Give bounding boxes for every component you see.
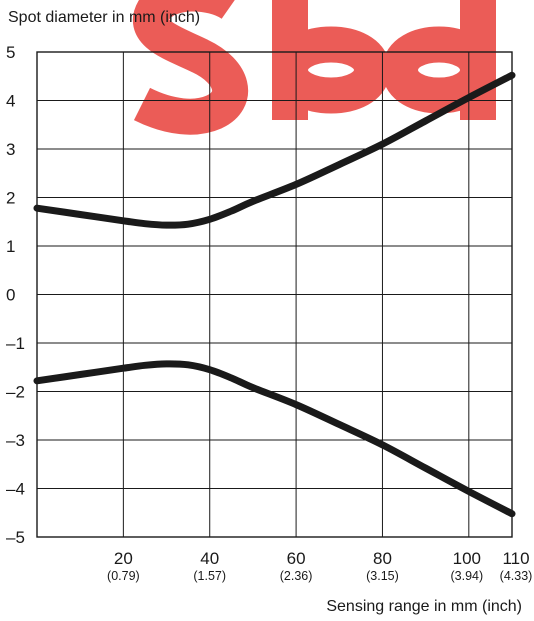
plot-frame [36,51,513,538]
y-tick-label: 3 [6,140,15,159]
grid [37,52,512,537]
y-tick-label: 2 [6,189,15,208]
y-tick-label: 1 [6,237,15,256]
y-axis-title: Spot diameter in mm (inch) [8,9,200,26]
x-tick-label: 60 [287,549,306,568]
y-tick-label: –1 [6,334,25,353]
series-line-lower [33,360,516,518]
y-tick-label: 4 [6,92,15,111]
x-tick-sublabel: (3.15) [366,569,399,583]
x-tick-sublabel: (2.36) [280,569,313,583]
x-tick-label: 20 [114,549,133,568]
x-tick-sublabel: (4.33) [500,569,533,583]
watermark-letter-p [272,0,391,120]
x-axis-title: Sensing range in mm (inch) [326,598,522,615]
y-tick-label: 0 [6,286,15,305]
x-tick-sublabel: (1.57) [193,569,226,583]
watermark-logo [133,0,496,135]
watermark-letter-s [133,0,249,135]
x-tick-label: 80 [373,549,392,568]
y-tick-label: –4 [6,480,25,499]
x-tick-labels: 20(0.79) 40(1.57) 60(2.36) 80(3.15) 100(3.94… [107,549,532,583]
y-tick-label: –2 [6,383,25,402]
x-tick-label: 100 [453,549,481,568]
x-tick-label: 110 [502,549,529,568]
y-tick-label: –3 [6,431,25,450]
x-tick-sublabel: (0.79) [107,569,140,583]
series-layer [33,71,516,518]
y-tick-labels: 5 4 3 2 1 0 –1 –2 –3 –4 –5 [6,43,25,547]
x-tick-sublabel: (3.94) [450,569,483,583]
series-line-upper [33,71,516,229]
y-tick-label: –5 [6,528,25,547]
x-tick-label: 40 [200,549,219,568]
watermark-letter-d [381,0,496,120]
y-tick-label: 5 [6,43,15,62]
